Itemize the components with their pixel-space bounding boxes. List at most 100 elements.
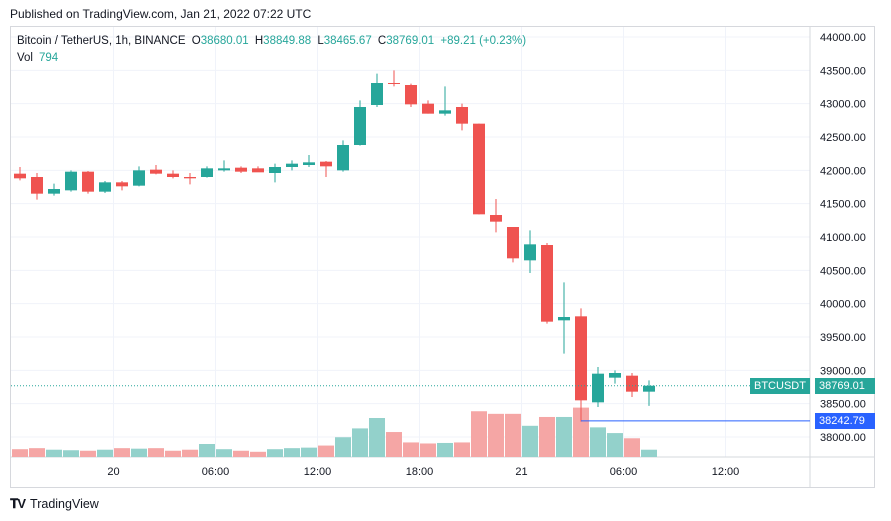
volume-bar: [420, 443, 436, 457]
price-axis: 44000.00 43500.00 43000.00 42500.00 42000.00…: [820, 32, 866, 444]
volume-bar: [590, 427, 606, 457]
candle-body: [269, 167, 281, 173]
candle-body: [558, 317, 570, 321]
time-axis: 20 06:00 12:00 18:00 21 06:00 12:00: [107, 466, 739, 478]
price-tick-label: 43500.00: [820, 65, 866, 77]
volume-bars: [12, 407, 657, 457]
candle-body: [524, 244, 536, 261]
candle-body: [320, 161, 332, 167]
candle-body: [150, 169, 162, 174]
volume-bar: [165, 450, 181, 457]
price-tick-label: 39000.00: [820, 365, 866, 377]
symbol-tag: BTCUSDT: [750, 378, 810, 394]
volume-bar: [641, 449, 657, 457]
tradingview-brand[interactable]: 𝐓V TradingView: [10, 496, 99, 512]
volume-bar: [352, 428, 368, 457]
candle-body: [82, 171, 94, 192]
candle-body: [388, 83, 400, 84]
volume-bar: [63, 450, 79, 457]
published-caption: Published on TradingView.com, Jan 21, 20…: [10, 7, 312, 21]
price-tick-label: 40500.00: [820, 265, 866, 277]
price-tick-label: 39500.00: [820, 332, 866, 344]
candle-body: [252, 168, 264, 173]
chart-frame[interactable]: [10, 26, 875, 488]
candle-body: [422, 103, 434, 114]
candle-body: [14, 173, 26, 179]
candle-body: [303, 162, 315, 165]
open-value: 38680.01: [200, 35, 249, 47]
volume-bar: [233, 450, 249, 457]
volume-bar: [199, 444, 215, 457]
high-value: 38849.88: [263, 35, 312, 47]
volume-bar: [97, 449, 113, 457]
price-tick-label: 42500.00: [820, 132, 866, 144]
candle-body: [116, 182, 128, 187]
candle-body: [490, 215, 502, 222]
volume-legend: Vol 794: [17, 52, 58, 64]
change-value: +89.21 (+0.23%): [440, 35, 527, 47]
volume-bar: [80, 450, 96, 457]
volume-bar: [250, 451, 266, 457]
volume-bar: [369, 418, 385, 457]
open-label: O: [191, 35, 201, 47]
time-tick-label: 12:00: [712, 466, 740, 478]
candle-body: [48, 189, 60, 194]
time-tick-label: 20: [107, 466, 119, 478]
candle-body: [99, 182, 111, 192]
tradingview-logo-icon: 𝐓V: [10, 496, 26, 511]
grid: [11, 27, 874, 487]
price-tick-label: 38000.00: [820, 432, 866, 444]
candle-body: [439, 110, 451, 114]
low-label: L: [317, 35, 324, 47]
low-value: 38465.67: [323, 35, 372, 47]
candle-body: [133, 170, 145, 186]
candle-body: [65, 171, 77, 191]
time-tick-label: 18:00: [406, 466, 434, 478]
close-value: 38769.01: [386, 35, 435, 47]
volume-bar: [488, 413, 504, 457]
volume-bar: [403, 442, 419, 457]
candle-body: [626, 375, 638, 392]
volume-bar: [301, 447, 317, 457]
candle-body: [541, 245, 553, 322]
candles: [14, 70, 655, 422]
time-tick-label: 21: [515, 466, 527, 478]
candle-body: [184, 177, 196, 179]
volume-bar: [267, 449, 283, 457]
volume-bar: [522, 425, 538, 457]
volume-bar: [148, 448, 164, 457]
candle-body: [167, 173, 179, 177]
volume-bar: [29, 448, 45, 457]
candle-body: [643, 385, 655, 392]
candle-body: [201, 168, 213, 177]
crosshair-price-tag: 38242.79: [815, 413, 875, 429]
candle-body: [354, 107, 366, 145]
candle-body: [456, 107, 468, 124]
candle-body: [218, 168, 230, 171]
volume-bar: [318, 445, 334, 457]
volume-label: Vol: [17, 52, 33, 64]
time-tick-label: 12:00: [304, 466, 332, 478]
brand-name: TradingView: [30, 497, 99, 511]
volume-bar: [607, 433, 623, 457]
symbol-name: Bitcoin / TetherUS, 1h, BINANCE: [17, 35, 186, 47]
candle-body: [31, 177, 43, 194]
price-lines: [11, 385, 810, 422]
candle-body: [575, 316, 587, 401]
volume-value: 794: [39, 52, 59, 64]
close-label: C: [377, 35, 387, 47]
volume-bar: [539, 416, 555, 457]
volume-bar: [182, 449, 198, 457]
price-tick-label: 38500.00: [820, 399, 866, 411]
volume-bar: [284, 448, 300, 457]
volume-bar: [505, 413, 521, 457]
price-tick-label: 44000.00: [820, 32, 866, 44]
candle-body: [337, 145, 349, 171]
volume-bar: [437, 442, 453, 457]
price-tick-label: 41000.00: [820, 232, 866, 244]
volume-bar: [216, 449, 232, 457]
volume-bar: [114, 448, 130, 457]
volume-bar: [12, 449, 28, 457]
candle-body: [405, 85, 417, 105]
